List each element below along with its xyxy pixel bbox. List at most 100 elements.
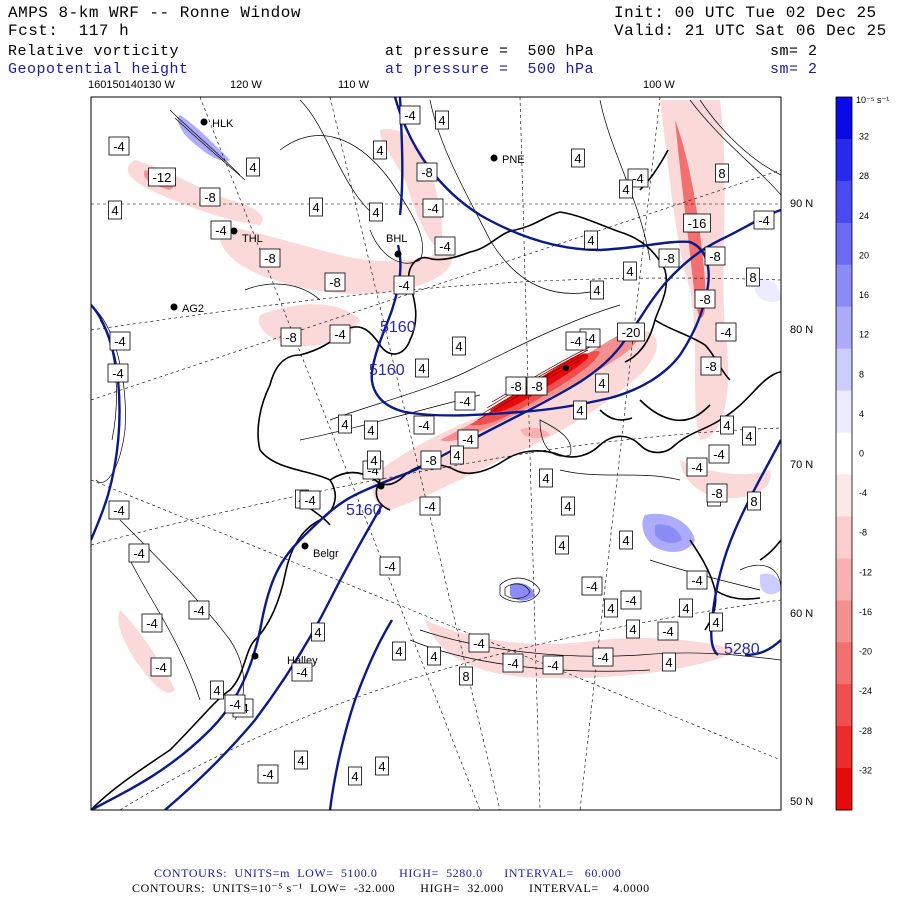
contour-label-value: 4 [111,203,118,218]
contour-label-value: 4 [341,417,348,432]
contour-label-box: 4 [595,373,609,393]
contour-label-value: 4 [607,601,614,616]
contour-label-box: -4 [457,429,479,449]
height-contour-labels: 5160 5160 5160 5280 [346,319,760,658]
contour-label-value: 4 [430,649,437,664]
contour-label-value: -8 [204,190,216,205]
contour-label-box: -4 [565,331,587,351]
colorbar-tick-label: -12 [859,567,872,577]
contour-label-value: -4 [691,573,703,588]
contour-label-box: 4 [604,598,618,618]
height-contour-5280 [710,439,781,656]
contour-label-box: -12 [148,167,176,187]
contour-label-box: 4 [573,400,587,420]
contour-label-value: -12 [153,170,172,185]
colorbar-swatch [836,390,852,434]
contour-label-value: -4 [597,650,609,665]
colorbar-swatch [836,726,852,769]
contour-label-box: -4 [422,198,444,218]
colorbar-tick-label: -8 [859,528,867,538]
contour-label-box: 4 [590,280,604,300]
contour-label-box: 4 [210,680,224,700]
contour-label-value: 4 [629,622,636,637]
contour-label-value: -4 [113,139,125,154]
contour-label-value: -8 [531,379,543,394]
footer-vorticity-contours: CONTOURS: UNITS=10⁻⁵ s⁻¹ LOW= -32.000 HI… [132,881,650,895]
contour-label-box: -4 [299,490,321,510]
contour-label-value: 4 [453,448,460,463]
contour-label-value: -4 [462,432,474,447]
contour-label-box: -4 [108,500,130,520]
contour-label-value: -4 [229,697,241,712]
contour-label-box: -4 [128,543,150,563]
contour-label-box: -4 [454,391,476,411]
contour-label-box: -8 [526,376,548,396]
colorbar-swatch [836,558,852,601]
colorbar-tick-label: 24 [859,211,869,221]
contour-label-value: 4 [574,151,581,166]
colorbar-tick-label: -28 [859,726,872,736]
station-bhl-marker [394,250,402,258]
contour-label-value: -4 [424,499,436,514]
contour-label-value: -4 [586,579,598,594]
contour-label-value: 4 [712,615,719,630]
contour-label-value: 4 [312,200,319,215]
contour-label-box: 8 [747,491,761,511]
station-ag2-marker [170,303,178,311]
contour-label-value: -4 [584,331,596,346]
map-frame [90,96,782,811]
station-bhl: BHL [386,233,407,245]
colorbar-swatch [836,222,852,266]
contour-label-value: 4 [438,113,445,128]
station-halley-marker [251,652,259,660]
colorbar-swatch [836,684,852,727]
contour-label-box: 4 [427,646,441,666]
colorbar-swatch [836,642,852,685]
contour-label-box: 4 [555,535,569,555]
field2-level: at pressure = 500 hPa [385,61,595,78]
contour-label-box: 4 [311,622,325,642]
contour-label-value: -4 [155,660,167,675]
contour-label-box: 4 [571,148,585,168]
contour-label-box: 4 [369,202,383,222]
contour-label-value: 4 [367,423,374,438]
contour-label-value: -4 [418,418,430,433]
contour-label-box: -20 [617,322,645,342]
contour-label-value: -4 [570,334,582,349]
contour-label-box: -4 [581,576,603,596]
contour-label-box: 8 [459,666,473,686]
colorbar-tick-label: 8 [859,369,864,379]
contour-label-value: 4 [376,143,383,158]
height-contour-south-2 [328,619,394,810]
colorbar-swatch [836,264,852,308]
contour-label-value: 4 [372,205,379,220]
contour-label-box: 4 [561,496,575,516]
contour-label-value: -4 [367,463,379,478]
contour-label-value: -4 [193,603,205,618]
contour-label-value: -4 [459,394,471,409]
contour-label-box: 4 [294,750,308,770]
contour-label-value: -4 [334,327,346,342]
contour-label-value: 4 [564,499,571,514]
station-marker-extra-1 [377,482,385,490]
contour-label-box: -4 [108,136,130,156]
contour-label-value: 4 [558,538,565,553]
map-panel: HLK PNE THL BHL AG2 Belgr Halley 5160 51… [91,97,781,810]
contour-label-box: 4 [623,261,637,281]
field2-smoothing: sm= 2 [770,61,818,78]
colorbar-swatch [836,600,852,643]
latitude-labels: 90 N 80 N 70 N 60 N 50 N [790,198,813,808]
colorbar-tick-label: -4 [859,488,867,498]
contour-label-value: 4 [395,644,402,659]
contour-label-box: -8 [505,376,527,396]
contour-label-value: -8 [705,359,717,374]
contour-label-box: -4 [107,363,129,383]
contour-label-value: 4 [622,182,629,197]
height-contour-5280-tail [744,639,781,657]
contour-label-value: 4 [455,339,462,354]
contour-label-value: -4 [720,325,732,340]
contour-label-box: -4 [686,570,708,590]
colorbar-swatch [836,474,852,517]
contour-label-value: -4 [146,616,158,631]
contour-label-value: -8 [709,249,721,264]
